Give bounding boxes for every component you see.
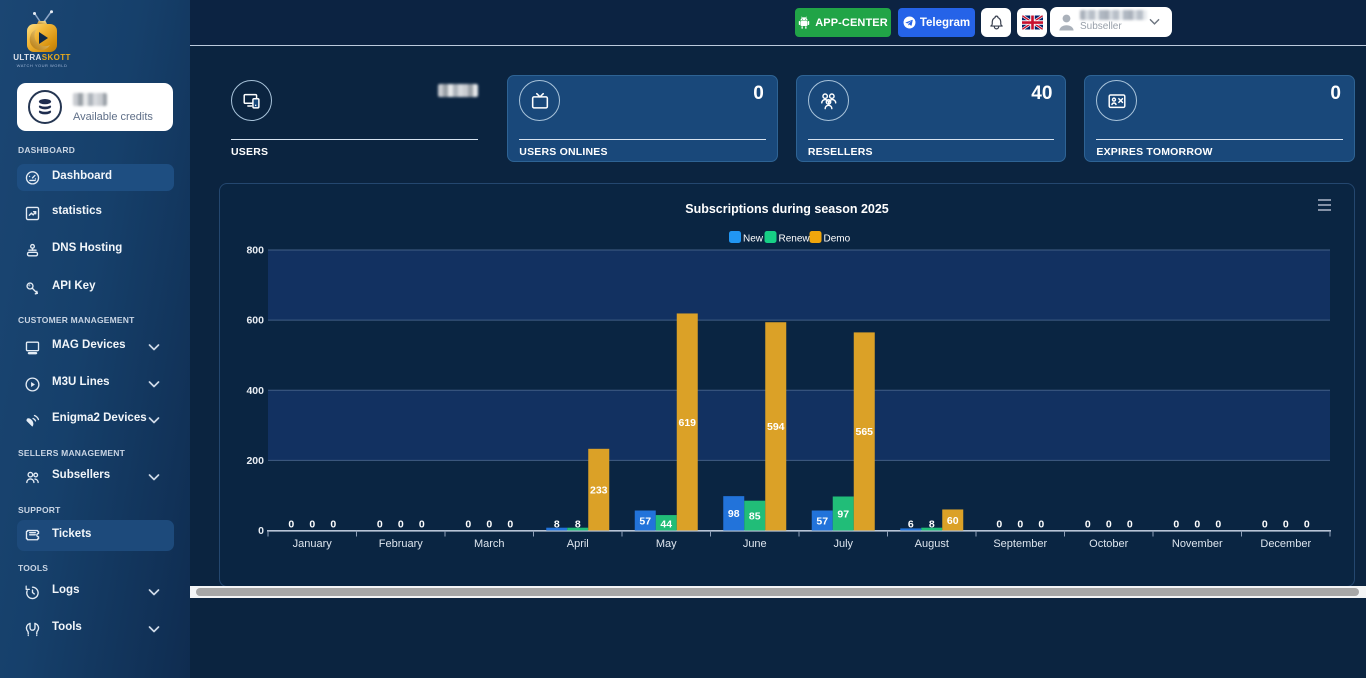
svg-text:6: 6: [908, 519, 914, 531]
svg-text:0: 0: [1262, 519, 1268, 531]
svg-text:600: 600: [246, 315, 264, 327]
svg-text:0: 0: [1038, 519, 1044, 531]
svg-text:400: 400: [246, 385, 264, 397]
svg-text:200: 200: [246, 455, 264, 467]
svg-text:0: 0: [486, 519, 492, 531]
svg-text:February: February: [379, 538, 424, 550]
svg-text:60: 60: [947, 515, 959, 527]
svg-text:594: 594: [767, 421, 785, 433]
svg-text:44: 44: [660, 519, 672, 531]
svg-text:565: 565: [855, 426, 873, 438]
svg-text:0: 0: [1017, 519, 1023, 531]
svg-text:April: April: [567, 538, 589, 550]
svg-text:0: 0: [996, 519, 1002, 531]
svg-text:0: 0: [1127, 519, 1133, 531]
svg-text:0: 0: [1304, 519, 1310, 531]
svg-text:Subscriptions during season 20: Subscriptions during season 2025: [685, 202, 889, 216]
svg-text:57: 57: [816, 515, 828, 527]
svg-text:0: 0: [1106, 519, 1112, 531]
svg-text:July: July: [833, 538, 853, 550]
svg-text:Renew: Renew: [779, 234, 811, 245]
svg-text:May: May: [656, 538, 677, 550]
svg-text:0: 0: [1085, 519, 1091, 531]
svg-text:0: 0: [1215, 519, 1221, 531]
svg-text:August: August: [915, 538, 949, 550]
svg-text:8: 8: [554, 519, 560, 531]
svg-text:March: March: [474, 538, 505, 550]
svg-text:0: 0: [398, 519, 404, 531]
svg-text:November: November: [1172, 538, 1223, 550]
svg-text:97: 97: [837, 508, 849, 520]
svg-text:619: 619: [678, 417, 696, 429]
svg-text:85: 85: [749, 510, 761, 522]
svg-text:0: 0: [419, 519, 425, 531]
svg-text:98: 98: [728, 508, 740, 520]
svg-text:New: New: [743, 234, 764, 245]
svg-text:0: 0: [1173, 519, 1179, 531]
svg-text:January: January: [293, 538, 333, 550]
svg-text:0: 0: [258, 525, 264, 537]
svg-text:June: June: [743, 538, 767, 550]
svg-text:0: 0: [288, 519, 294, 531]
svg-text:0: 0: [507, 519, 513, 531]
svg-text:September: September: [993, 538, 1047, 550]
svg-text:0: 0: [309, 519, 315, 531]
svg-text:8: 8: [929, 519, 935, 531]
svg-text:233: 233: [590, 484, 608, 496]
svg-text:8: 8: [575, 519, 581, 531]
svg-text:December: December: [1260, 538, 1311, 550]
svg-text:0: 0: [377, 519, 383, 531]
svg-text:57: 57: [639, 515, 651, 527]
svg-text:0: 0: [1194, 519, 1200, 531]
svg-text:0: 0: [330, 519, 336, 531]
svg-text:October: October: [1089, 538, 1128, 550]
svg-text:0: 0: [465, 519, 471, 531]
svg-text:0: 0: [1283, 519, 1289, 531]
svg-text:800: 800: [246, 245, 264, 257]
svg-text:Demo: Demo: [824, 234, 851, 245]
